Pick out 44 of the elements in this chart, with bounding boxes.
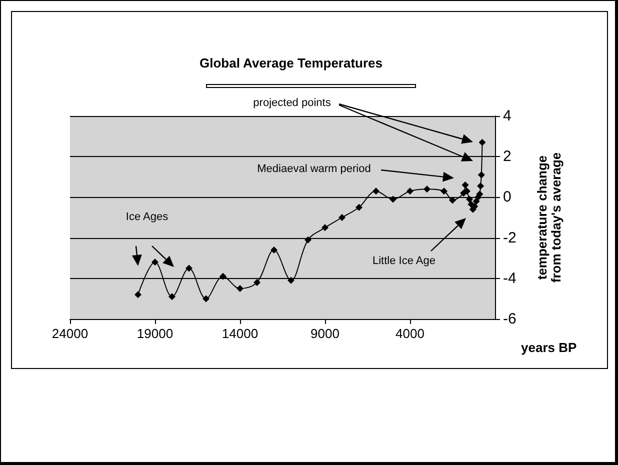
point xyxy=(220,272,226,280)
point xyxy=(168,293,176,300)
y-tick-label: 2 xyxy=(503,148,512,166)
point xyxy=(152,258,158,266)
x-tick-label: 14000 xyxy=(222,326,258,341)
point xyxy=(466,196,473,203)
text: projected points xyxy=(253,97,332,109)
y-tick-label: -2 xyxy=(503,229,516,246)
x-tick-label: 4000 xyxy=(396,326,424,341)
point xyxy=(406,188,414,195)
y-axis-title: temperature change from today's average xyxy=(534,152,564,283)
point xyxy=(372,188,380,195)
x-tick-label: 19000 xyxy=(136,326,174,341)
chart-title: Global Average Temperatures xyxy=(199,56,383,70)
y-tick-label: 4 xyxy=(503,108,512,124)
y-tick-label: -6 xyxy=(503,310,516,328)
point xyxy=(424,186,430,193)
point xyxy=(202,295,210,302)
point xyxy=(440,188,448,195)
x-axis-title: years BP xyxy=(521,340,577,355)
point xyxy=(477,182,484,190)
point xyxy=(338,214,346,221)
point xyxy=(478,171,485,178)
x-tick-label: 9000 xyxy=(310,326,340,341)
x-tick-label: 24000 xyxy=(52,326,88,341)
point xyxy=(478,138,486,146)
point xyxy=(288,276,294,284)
point xyxy=(471,202,478,210)
point xyxy=(390,196,396,203)
y-tick-label: -4 xyxy=(503,270,516,287)
annotation: Little Ice Age xyxy=(372,255,436,267)
point xyxy=(134,291,142,298)
annotation: Ice Ages xyxy=(126,211,169,223)
point xyxy=(186,264,192,272)
point xyxy=(270,246,278,254)
point xyxy=(356,204,362,211)
point xyxy=(304,236,312,244)
point xyxy=(236,285,244,292)
point xyxy=(449,196,456,204)
annotation: Mediaeval warm period xyxy=(257,163,371,175)
y-tick-label: 0 xyxy=(503,188,512,206)
point xyxy=(254,278,260,286)
point xyxy=(322,224,328,232)
point xyxy=(462,182,469,189)
